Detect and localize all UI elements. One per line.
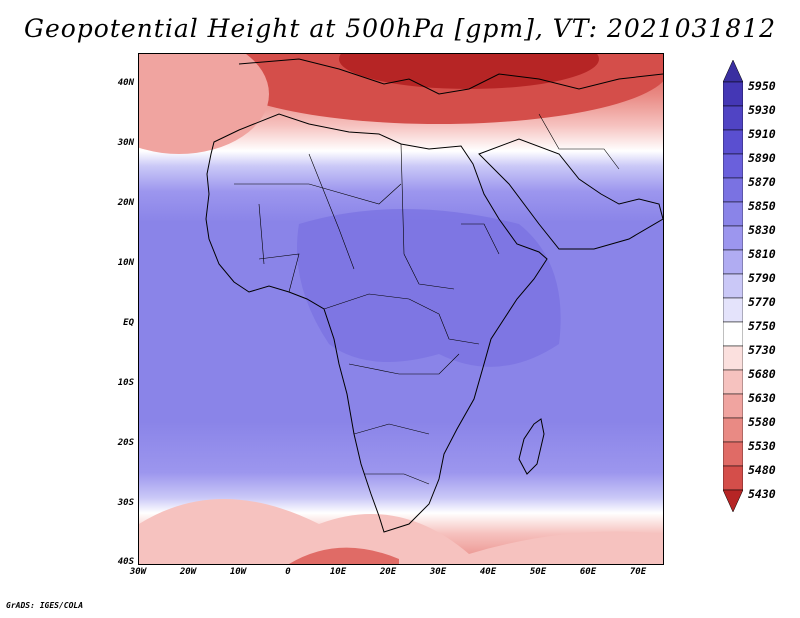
colorbar-level-label: 5580 xyxy=(748,415,776,429)
colorbar-segment xyxy=(723,81,743,107)
colorbar-segment xyxy=(723,129,743,155)
lat-tick-label: 30S xyxy=(117,498,134,508)
lat-tick-label: 40N xyxy=(117,78,134,88)
arabia-coastline xyxy=(478,138,663,250)
colorbar-segment xyxy=(723,273,743,299)
border-line xyxy=(461,223,500,255)
colorbar-level-label: 5530 xyxy=(748,439,776,453)
southern-low-core xyxy=(289,547,399,564)
europe-coastline xyxy=(238,58,663,95)
colorbar-level-label: 5630 xyxy=(748,391,776,405)
map-plot-area xyxy=(138,53,664,565)
lat-tick-label: 40S xyxy=(117,557,134,567)
lon-tick-label: 10W xyxy=(229,567,247,577)
colorbar-segment xyxy=(723,345,743,371)
colorbar-level-label: 5480 xyxy=(748,463,776,477)
tropical-high-region xyxy=(297,209,561,367)
colorbar-segment xyxy=(723,465,743,491)
colorbar-level-label: 5770 xyxy=(748,295,776,309)
colorbar-segment xyxy=(723,417,743,443)
border-line xyxy=(353,423,430,435)
colorbar-segment xyxy=(723,321,743,347)
colorbar-level-label: 5950 xyxy=(748,79,776,93)
lat-tick-label: 10S xyxy=(117,378,134,388)
colorbar-segment xyxy=(723,297,743,323)
lon-tick-label: 0 xyxy=(285,567,291,577)
colorbar-level-label: 5730 xyxy=(748,343,776,357)
border-line xyxy=(364,473,430,485)
lon-tick-label: 60E xyxy=(579,567,597,577)
colorbar-level-label: 5750 xyxy=(748,319,776,333)
colorbar-segment xyxy=(723,201,743,227)
colorbar-segment xyxy=(723,249,743,275)
border-line xyxy=(323,293,440,315)
border-line xyxy=(348,353,460,375)
lon-tick-label: 30W xyxy=(129,567,147,577)
colorbar-segment xyxy=(723,441,743,467)
colorbar-level-label: 5890 xyxy=(748,151,776,165)
madagascar-coastline xyxy=(518,418,545,475)
colorbar-level-label: 5830 xyxy=(748,223,776,237)
colorbar-segment xyxy=(723,177,743,203)
colorbar-segment xyxy=(723,105,743,131)
border-line xyxy=(258,153,355,270)
colorbar-level-label: 5810 xyxy=(748,247,776,261)
pink-band-left xyxy=(139,54,269,154)
grads-credit: GrADS: IGES/COLA xyxy=(6,601,84,610)
colorbar-top-arrow xyxy=(723,60,743,83)
colorbar-bottom-arrow xyxy=(723,489,743,513)
lon-tick-label: 40E xyxy=(479,567,497,577)
lat-tick-label: 20N xyxy=(117,198,134,208)
lon-tick-label: 30E xyxy=(429,567,447,577)
colorbar-segment xyxy=(723,393,743,419)
lon-tick-label: 70E xyxy=(629,567,647,577)
border-line xyxy=(258,253,300,293)
colorbar-level-label: 5910 xyxy=(748,127,776,141)
colorbar-level-label: 5430 xyxy=(748,487,776,501)
coastlines xyxy=(205,58,663,533)
border-line xyxy=(538,113,620,170)
lon-tick-label: 20W xyxy=(179,567,197,577)
colorbar-level-label: 5680 xyxy=(748,367,776,381)
colorbar xyxy=(723,60,743,556)
colorbar-level-label: 5870 xyxy=(748,175,776,189)
colorbar-level-label: 5850 xyxy=(748,199,776,213)
lon-tick-label: 10E xyxy=(329,567,347,577)
colorbar-level-label: 5790 xyxy=(748,271,776,285)
africa-coastline xyxy=(205,113,548,533)
colorbar-level-label: 5930 xyxy=(748,103,776,117)
lon-tick-label: 50E xyxy=(529,567,547,577)
country-borders xyxy=(234,113,620,485)
border-line xyxy=(400,143,455,290)
lat-tick-label: 10N xyxy=(117,258,134,268)
southern-low-band xyxy=(139,499,663,564)
colorbar-segment xyxy=(723,225,743,251)
lat-tick-label: 30N xyxy=(117,138,134,148)
lat-tick-label: 20S xyxy=(117,438,134,448)
lon-tick-label: 20E xyxy=(379,567,397,577)
lat-tick-label: EQ xyxy=(123,318,134,328)
chart-title: Geopotential Height at 500hPa [gpm], VT:… xyxy=(23,14,777,43)
colorbar-segment xyxy=(723,153,743,179)
border-line xyxy=(234,183,402,205)
colorbar-segment xyxy=(723,369,743,395)
border-line xyxy=(438,313,480,345)
